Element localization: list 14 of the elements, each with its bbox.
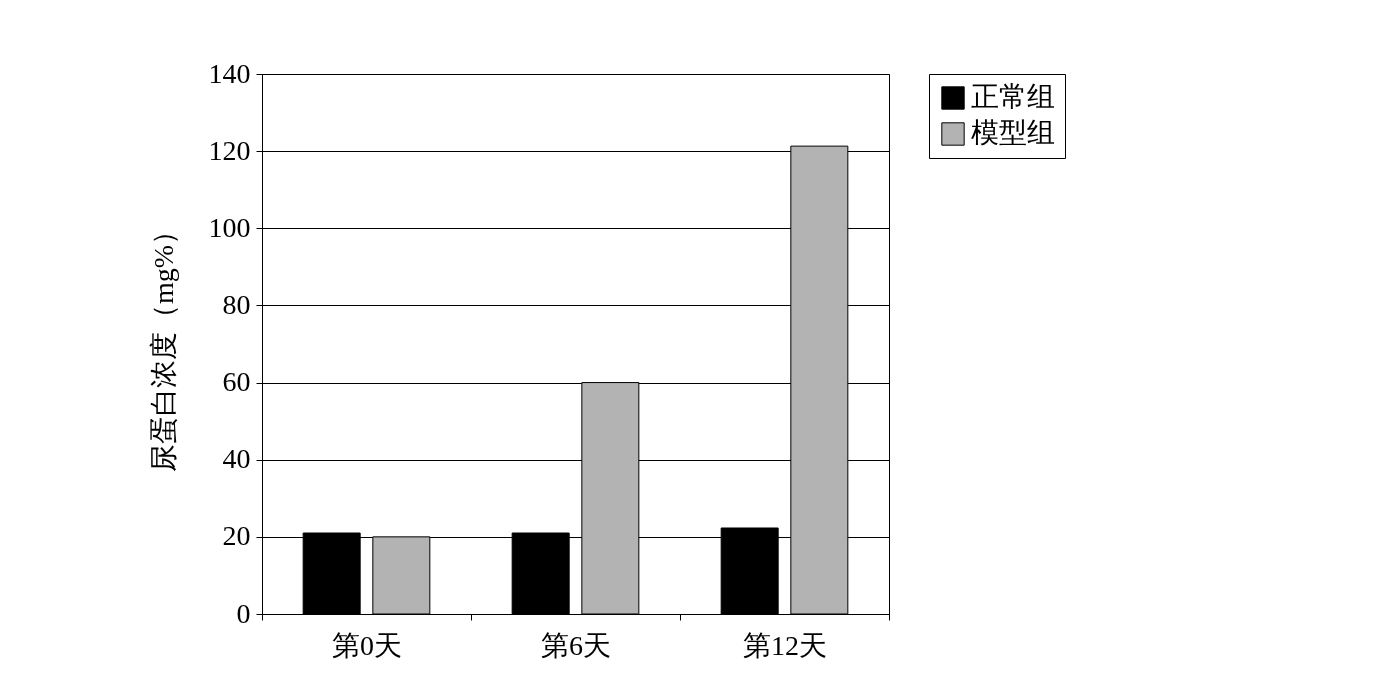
y-tick-label: 0 <box>236 597 251 629</box>
y-tick-label: 60 <box>222 366 251 398</box>
y-tick-label: 20 <box>222 520 251 552</box>
x-tick-label: 第0天 <box>332 629 402 661</box>
legend-label: 模型组 <box>971 117 1055 148</box>
y-tick-label: 140 <box>208 57 251 89</box>
y-axis-title: 尿蛋白浓度（mg%） <box>147 216 179 473</box>
x-tick-label: 第6天 <box>541 629 611 661</box>
y-tick-label: 100 <box>208 211 251 243</box>
x-tick-label: 第12天 <box>743 629 827 661</box>
y-tick-label: 120 <box>208 134 251 166</box>
legend-label: 正常组 <box>971 81 1055 112</box>
y-tick-label: 80 <box>222 288 251 320</box>
y-tick-label: 40 <box>222 443 251 475</box>
